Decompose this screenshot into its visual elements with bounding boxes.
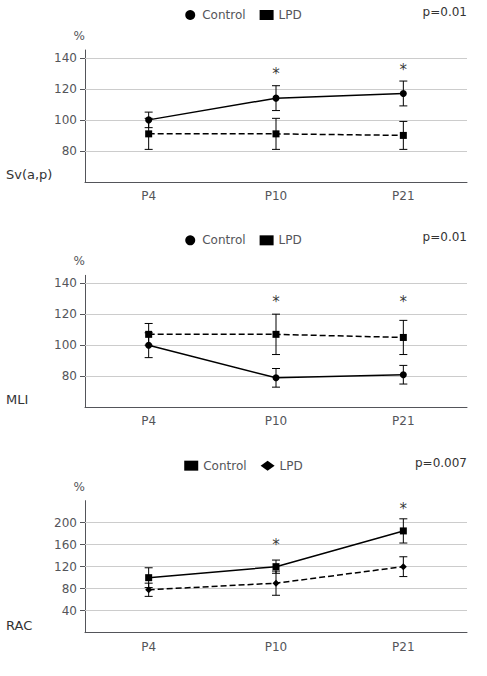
svg-text:p=0.01: p=0.01 bbox=[423, 230, 467, 244]
svg-text:P21: P21 bbox=[392, 189, 415, 203]
svg-text:200: 200 bbox=[54, 516, 77, 530]
svg-text:P4: P4 bbox=[141, 640, 156, 654]
svg-text:P10: P10 bbox=[265, 189, 288, 203]
svg-text:*: * bbox=[272, 65, 280, 83]
svg-text:P21: P21 bbox=[392, 640, 415, 654]
svg-text:120: 120 bbox=[54, 307, 77, 321]
svg-text:Control: Control bbox=[202, 233, 245, 247]
svg-text:MLI: MLI bbox=[6, 392, 28, 407]
svg-text:100: 100 bbox=[54, 338, 77, 352]
svg-text:100: 100 bbox=[54, 113, 77, 127]
svg-text:P4: P4 bbox=[141, 189, 156, 203]
svg-text:*: * bbox=[272, 293, 280, 311]
svg-text:*: * bbox=[400, 61, 408, 79]
svg-text:140: 140 bbox=[54, 276, 77, 290]
svg-text:LPD: LPD bbox=[280, 459, 303, 473]
svg-text:p=0.01: p=0.01 bbox=[423, 5, 467, 19]
svg-text:%: % bbox=[74, 254, 85, 268]
svg-text:80: 80 bbox=[62, 582, 77, 596]
svg-text:Control: Control bbox=[203, 459, 246, 473]
svg-text:LPD: LPD bbox=[279, 233, 302, 247]
svg-text:P21: P21 bbox=[392, 414, 415, 428]
svg-text:160: 160 bbox=[54, 538, 77, 552]
svg-text:*: * bbox=[400, 500, 408, 518]
svg-text:Control: Control bbox=[202, 8, 245, 22]
svg-text:120: 120 bbox=[54, 82, 77, 96]
svg-text:P10: P10 bbox=[265, 414, 288, 428]
svg-text:RAC: RAC bbox=[6, 618, 32, 633]
svg-text:Sv(a,p): Sv(a,p) bbox=[6, 167, 52, 182]
svg-text:P4: P4 bbox=[141, 414, 156, 428]
svg-text:*: * bbox=[400, 293, 408, 311]
svg-text:%: % bbox=[74, 480, 85, 494]
svg-text:40: 40 bbox=[62, 604, 77, 618]
svg-text:p=0.007: p=0.007 bbox=[415, 456, 467, 470]
svg-text:P10: P10 bbox=[265, 640, 288, 654]
svg-text:*: * bbox=[272, 536, 280, 554]
svg-text:80: 80 bbox=[62, 369, 77, 383]
svg-text:80: 80 bbox=[62, 144, 77, 158]
svg-text:LPD: LPD bbox=[279, 8, 302, 22]
svg-text:120: 120 bbox=[54, 560, 77, 574]
svg-text:%: % bbox=[74, 29, 85, 43]
svg-text:140: 140 bbox=[54, 51, 77, 65]
